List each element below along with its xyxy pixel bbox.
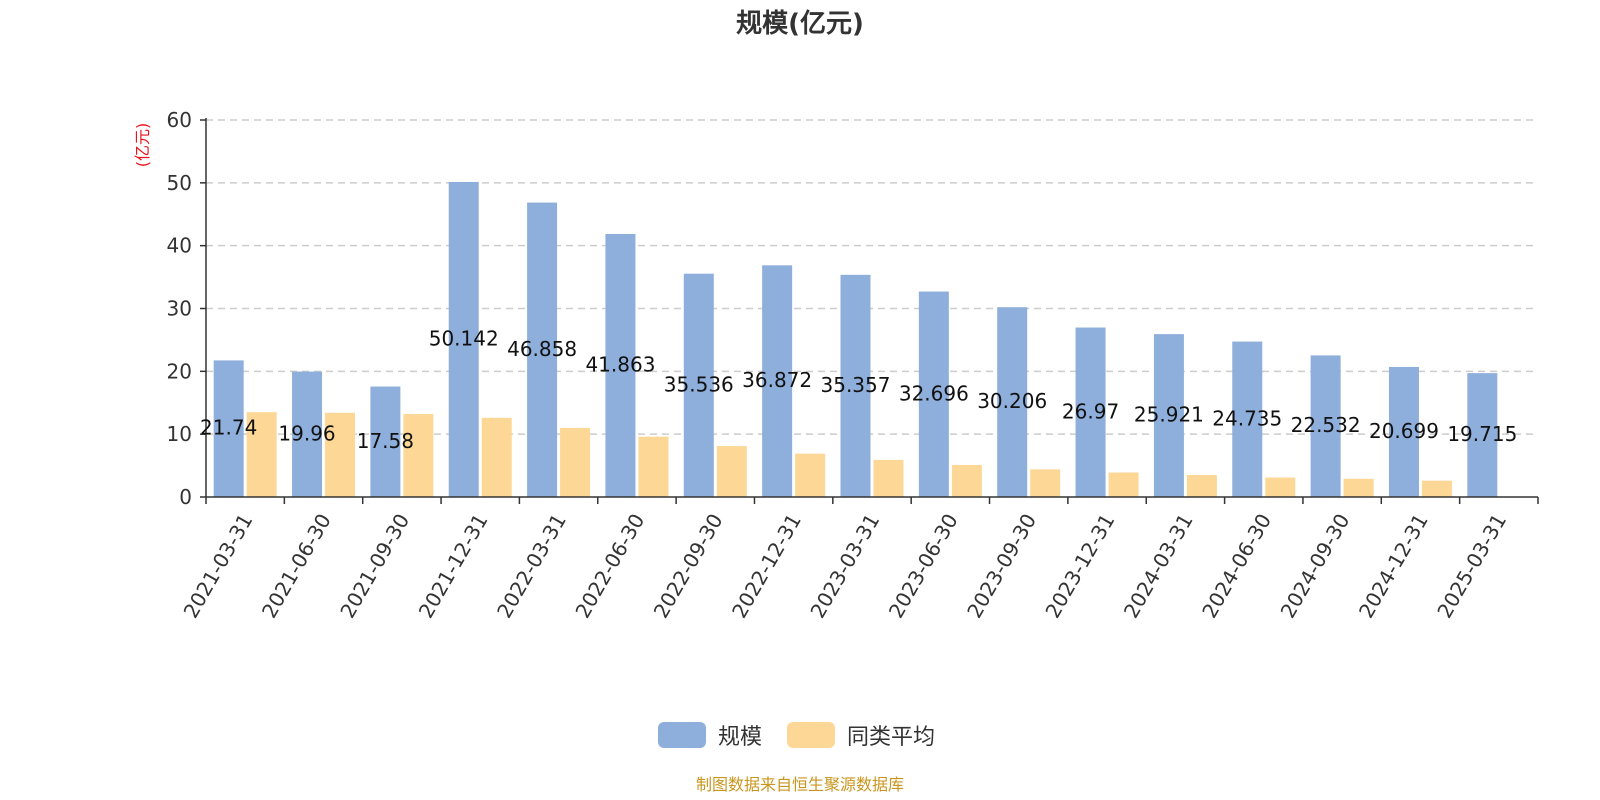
data-label-scale: 20.699 bbox=[1369, 419, 1439, 443]
x-tick-label: 2023-12-31 bbox=[1040, 510, 1119, 623]
data-label-scale: 24.735 bbox=[1212, 406, 1282, 430]
bar-scale[interactable] bbox=[1153, 334, 1184, 497]
bar-category-average[interactable] bbox=[951, 464, 982, 497]
bar-category-average[interactable] bbox=[1421, 480, 1452, 497]
bar-category-average[interactable] bbox=[716, 446, 747, 497]
bar-scale[interactable] bbox=[1232, 341, 1263, 497]
bar-scale[interactable] bbox=[1388, 366, 1419, 497]
data-label-scale: 19.96 bbox=[278, 421, 335, 445]
data-label-scale: 35.536 bbox=[664, 372, 734, 396]
data-label-scale: 41.863 bbox=[585, 352, 655, 376]
legend-label-category-average[interactable]: 同类平均 bbox=[847, 725, 935, 750]
x-tick-label: 2024-06-30 bbox=[1197, 510, 1276, 623]
data-label-scale: 22.532 bbox=[1291, 413, 1361, 437]
y-tick-label: 20 bbox=[167, 359, 192, 383]
x-tick-label: 2023-03-31 bbox=[805, 510, 884, 623]
data-label-scale: 17.58 bbox=[357, 429, 414, 453]
bar-scale[interactable] bbox=[292, 371, 323, 497]
y-axis-unit-label: (亿元) bbox=[133, 123, 152, 168]
x-tick-label: 2021-12-31 bbox=[414, 510, 493, 623]
bar-category-average[interactable] bbox=[246, 412, 277, 497]
legend-swatch-category-average[interactable] bbox=[787, 722, 835, 748]
bar-scale[interactable] bbox=[527, 202, 558, 497]
x-tick-label: 2021-03-31 bbox=[179, 510, 258, 623]
bar-scale[interactable] bbox=[762, 265, 793, 497]
bar-category-average[interactable] bbox=[795, 453, 826, 497]
bar-scale[interactable] bbox=[605, 233, 636, 497]
x-tick-label: 2022-09-30 bbox=[649, 510, 728, 623]
bar-category-average[interactable] bbox=[1265, 477, 1296, 497]
bar-category-average[interactable] bbox=[560, 427, 591, 497]
bar-category-average[interactable] bbox=[481, 417, 512, 497]
bar-category-average[interactable] bbox=[325, 412, 356, 497]
x-tick-label: 2024-09-30 bbox=[1276, 510, 1355, 623]
bar-scale[interactable] bbox=[918, 291, 949, 497]
bar-scale[interactable] bbox=[213, 360, 244, 497]
y-tick-label: 30 bbox=[167, 297, 192, 321]
y-tick-label: 60 bbox=[167, 108, 192, 132]
x-tick-label: 2022-12-31 bbox=[727, 510, 806, 623]
x-tick-label: 2021-06-30 bbox=[257, 510, 336, 623]
x-tick-label: 2024-12-31 bbox=[1354, 510, 1433, 623]
x-tick-label: 2023-06-30 bbox=[884, 510, 963, 623]
data-label-scale: 36.872 bbox=[742, 368, 812, 392]
data-label-scale: 35.357 bbox=[821, 373, 891, 397]
data-label-scale: 50.142 bbox=[429, 326, 499, 350]
bar-scale[interactable] bbox=[683, 273, 714, 497]
data-label-scale: 25.921 bbox=[1134, 403, 1204, 427]
y-tick-label: 10 bbox=[167, 422, 192, 446]
bar-scale[interactable] bbox=[1310, 355, 1341, 497]
chart-title: 规模(亿元) bbox=[736, 9, 864, 39]
data-label-scale: 30.206 bbox=[977, 389, 1047, 413]
x-tick-label: 2025-03-31 bbox=[1432, 510, 1511, 623]
data-label-scale: 46.858 bbox=[507, 337, 577, 361]
bar-scale[interactable] bbox=[1467, 373, 1498, 497]
bar-scale[interactable] bbox=[370, 386, 401, 497]
legend-label-scale[interactable]: 规模 bbox=[718, 725, 762, 750]
x-tick-label: 2022-03-31 bbox=[492, 510, 571, 623]
bar-category-average[interactable] bbox=[403, 414, 434, 497]
legend-swatch-scale[interactable] bbox=[658, 722, 706, 748]
data-label-scale: 21.74 bbox=[200, 416, 257, 440]
bar-category-average[interactable] bbox=[1030, 469, 1061, 497]
bar-scale[interactable] bbox=[448, 181, 479, 497]
bar-category-average[interactable] bbox=[1343, 478, 1374, 497]
data-label-scale: 32.696 bbox=[899, 381, 969, 405]
data-labels: 21.74 19.96 17.58 50.142 46.858 41.863 35.536 3… bbox=[200, 326, 1517, 452]
x-tick-label: 2022-06-30 bbox=[570, 510, 649, 623]
bar-scale[interactable] bbox=[1075, 327, 1106, 497]
y-tick-label: 40 bbox=[167, 234, 192, 258]
y-tick-label: 50 bbox=[167, 171, 192, 195]
bar-category-average[interactable] bbox=[873, 459, 904, 497]
bars bbox=[213, 181, 1498, 497]
legend: 规模 同类平均 bbox=[658, 722, 935, 750]
bar-category-average[interactable] bbox=[638, 436, 669, 497]
bar-scale[interactable] bbox=[997, 307, 1028, 497]
data-label-scale: 26.97 bbox=[1062, 399, 1119, 423]
bar-category-average[interactable] bbox=[1186, 475, 1217, 497]
bar-scale[interactable] bbox=[840, 274, 871, 497]
x-tick-label: 2021-09-30 bbox=[335, 509, 414, 622]
bar-category-average[interactable] bbox=[1108, 472, 1139, 497]
y-tick-label: 0 bbox=[179, 485, 192, 509]
data-label-scale: 19.715 bbox=[1447, 422, 1517, 446]
source-note: 制图数据来自恒生聚源数据库 bbox=[696, 775, 904, 794]
x-tick-label: 2023-09-30 bbox=[962, 510, 1041, 623]
x-tick-label: 2024-03-31 bbox=[1119, 510, 1198, 623]
